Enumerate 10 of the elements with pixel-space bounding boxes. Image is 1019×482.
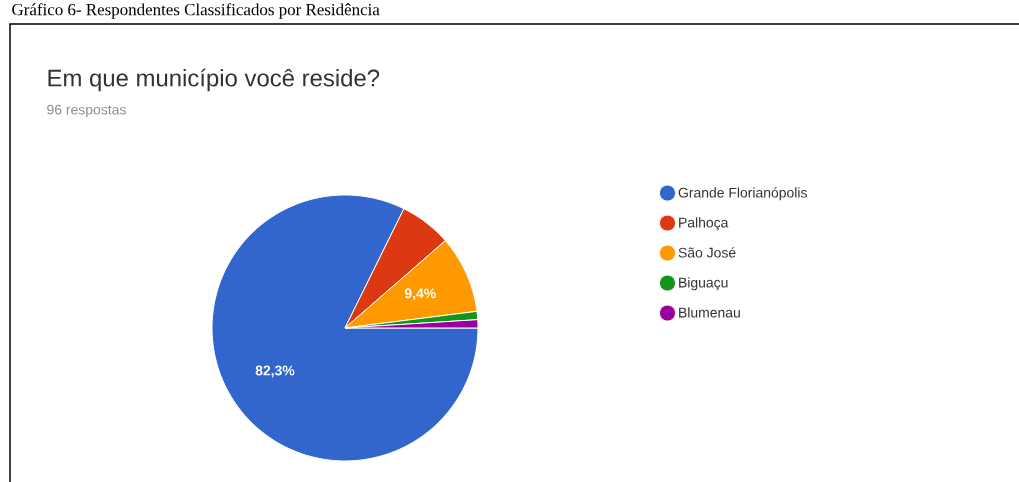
data-label: 9,4% (404, 288, 436, 301)
text: Gráfico 6- Respondentes Classificados por Residência (12, 3, 380, 19)
legend-label: Biguaçu (679, 277, 728, 291)
data-label: 82,3% (255, 365, 295, 378)
legend-label: Grande Florianópolis (678, 187, 807, 201)
text: 96 respostas (47, 104, 126, 118)
legend-label: São José (678, 247, 736, 258)
legend-label: Palhoça (679, 217, 729, 231)
chart-title: Em que município você reside? (48, 68, 380, 92)
legend-label: Blumenau (679, 307, 740, 318)
